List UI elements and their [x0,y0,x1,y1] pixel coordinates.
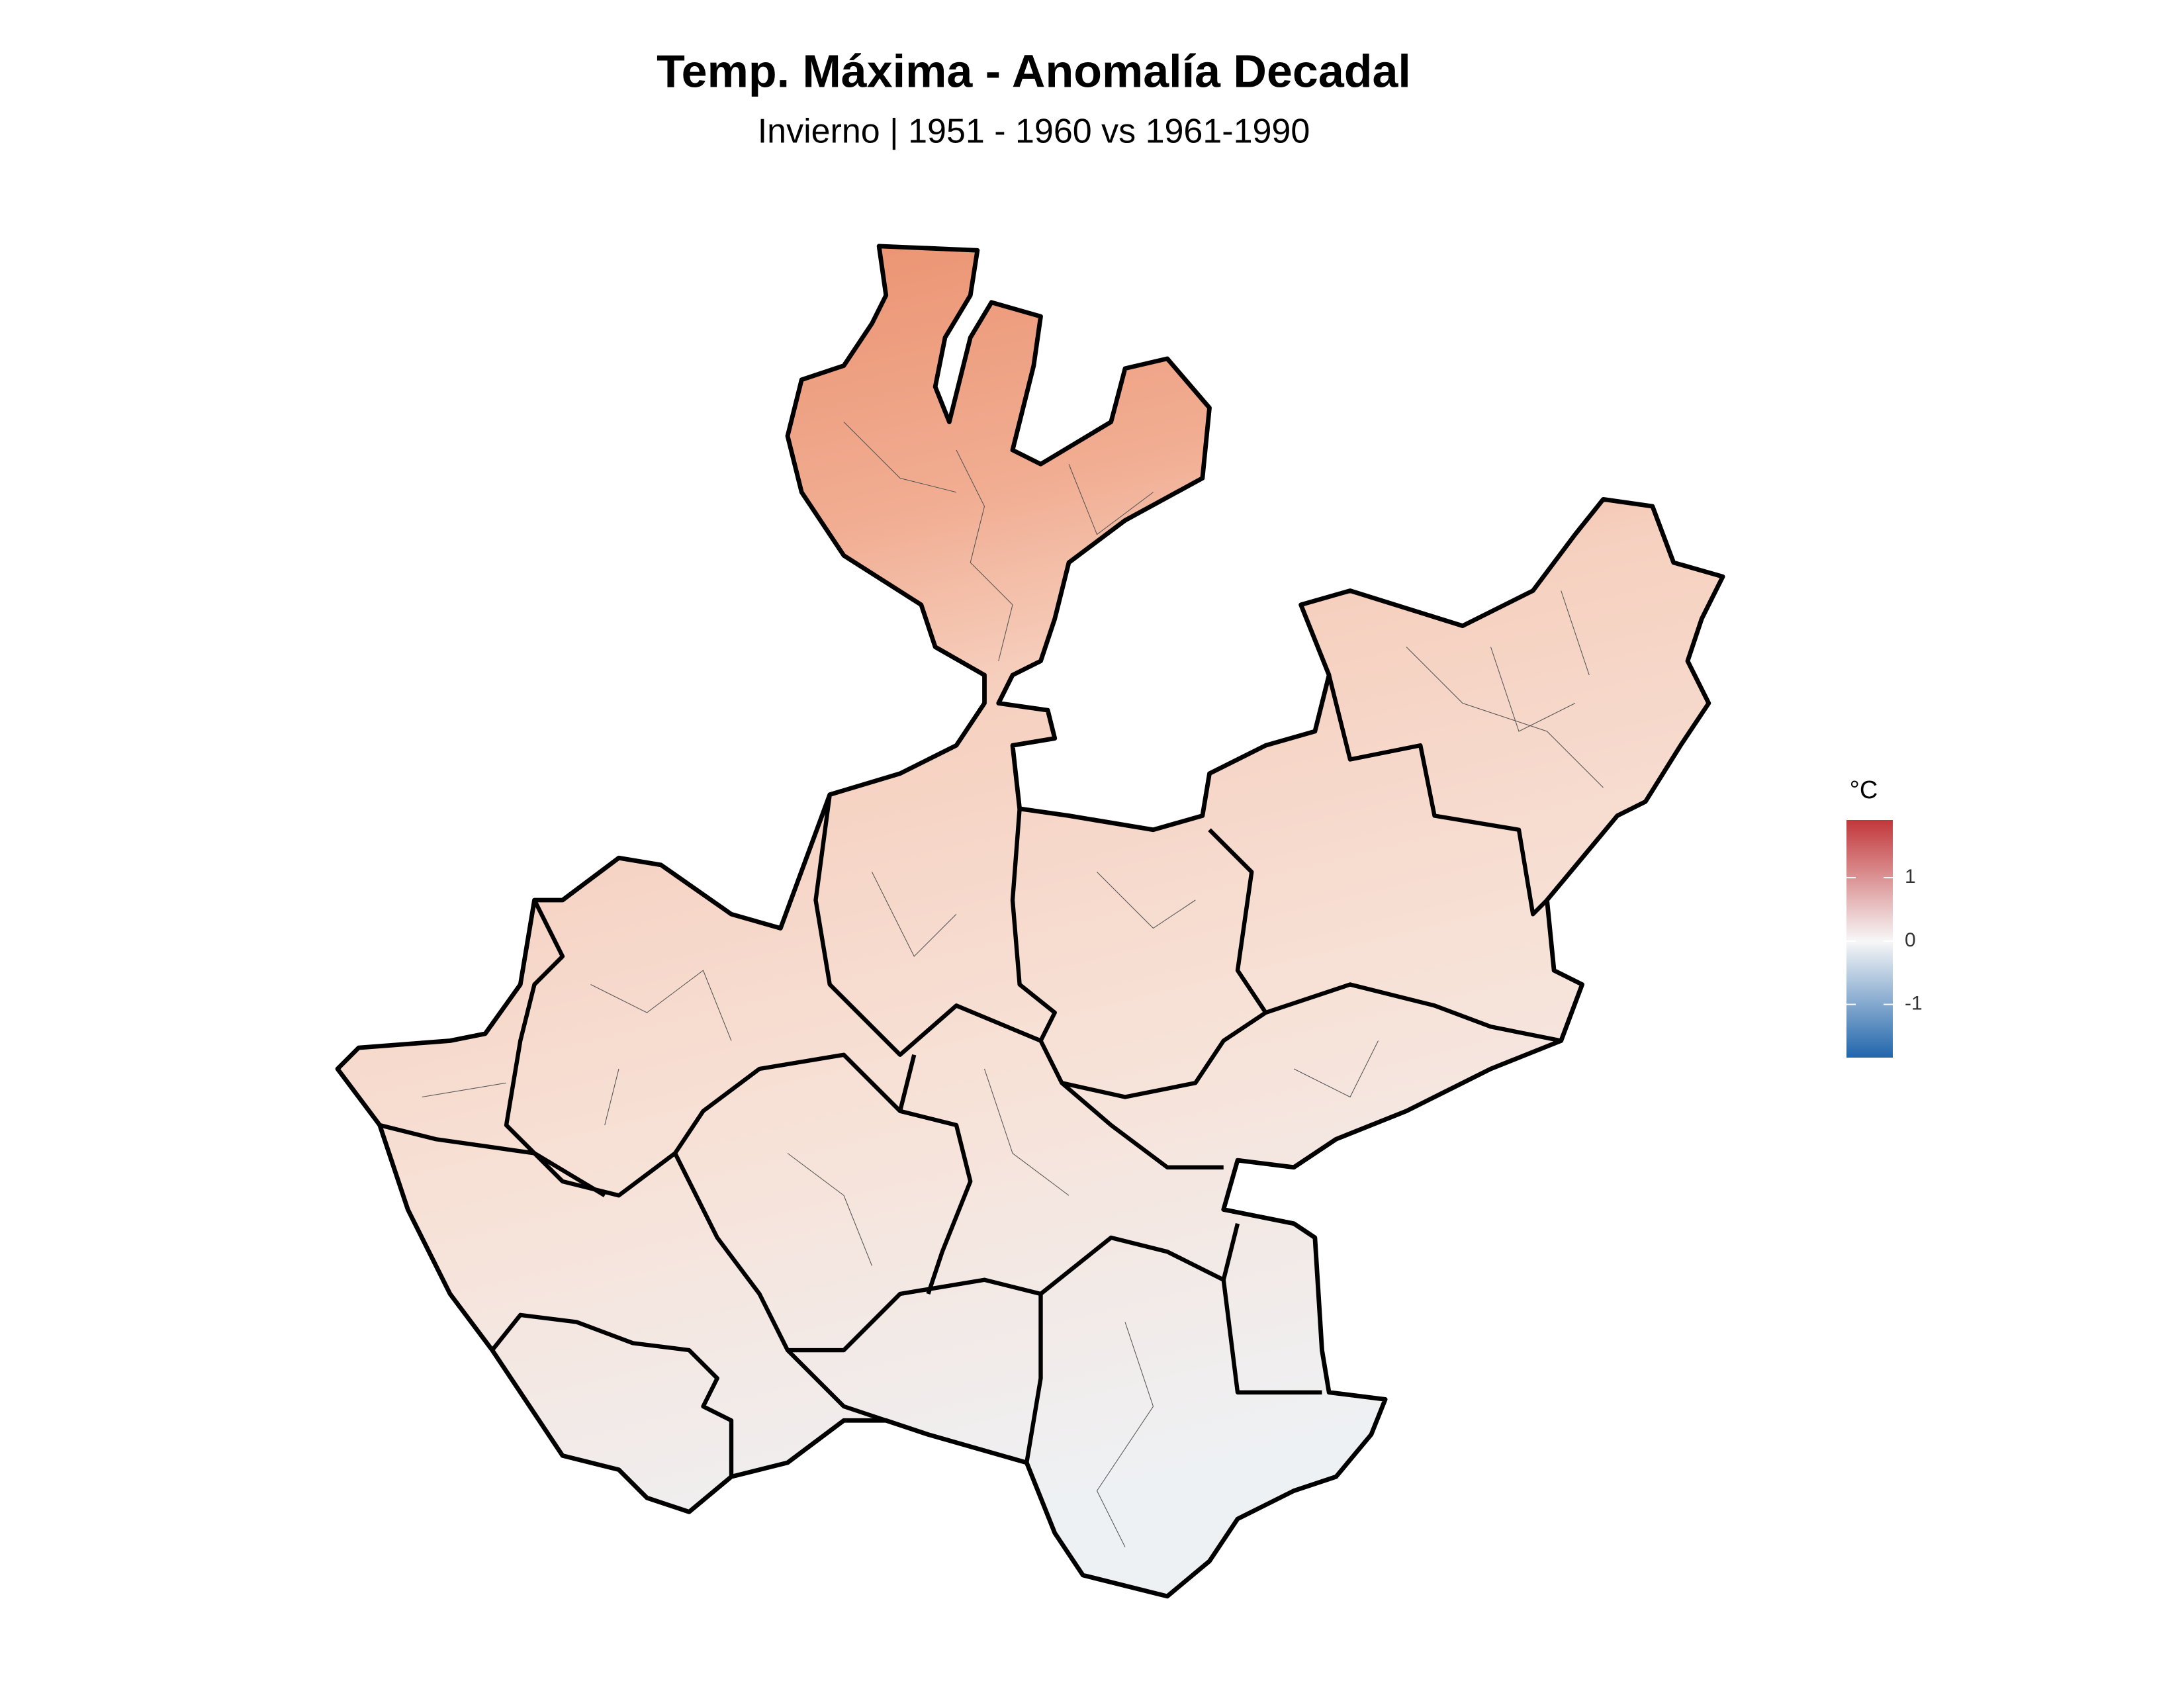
region-boundary [1010,808,1268,1099]
municipal-boundary [843,422,1154,661]
region-boundary [1024,1294,1043,1463]
region-boundaries [379,674,1562,1477]
region-boundary [786,1348,887,1423]
legend-tick-label: 0 [1905,929,1916,951]
municipal-boundary [787,1068,1154,1547]
region-boundary [490,1312,734,1477]
municipal-boundary [422,970,732,1126]
region-boundary [504,899,917,1198]
municipal-boundary [1406,590,1604,788]
region-boundary [1221,1279,1322,1394]
legend-tick-label: 1 [1905,866,1916,888]
colorbar [1846,820,1893,1058]
region-boundary [673,1152,1240,1353]
state-region [335,244,1725,1599]
state-map [335,244,1725,1599]
region-boundary [1265,982,1562,1043]
region-boundary [1060,1081,1224,1169]
map-title: Temp. Máxima - Anomalía Decadal [657,45,1411,97]
legend: °C 1 0 -1 [1846,776,1923,1058]
municipal-boundary [872,872,1379,1098]
municipal-boundaries [422,422,1604,1547]
legend-tick-label: -1 [1905,993,1923,1015]
region-boundary [379,1122,606,1197]
legend-title: °C [1850,776,1878,804]
region-boundary [899,1109,973,1295]
region-boundary [1327,674,1549,917]
map-subtitle: Invierno | 1951 - 1960 vs 1961-1990 [758,113,1310,151]
region-boundary [813,794,1042,1057]
